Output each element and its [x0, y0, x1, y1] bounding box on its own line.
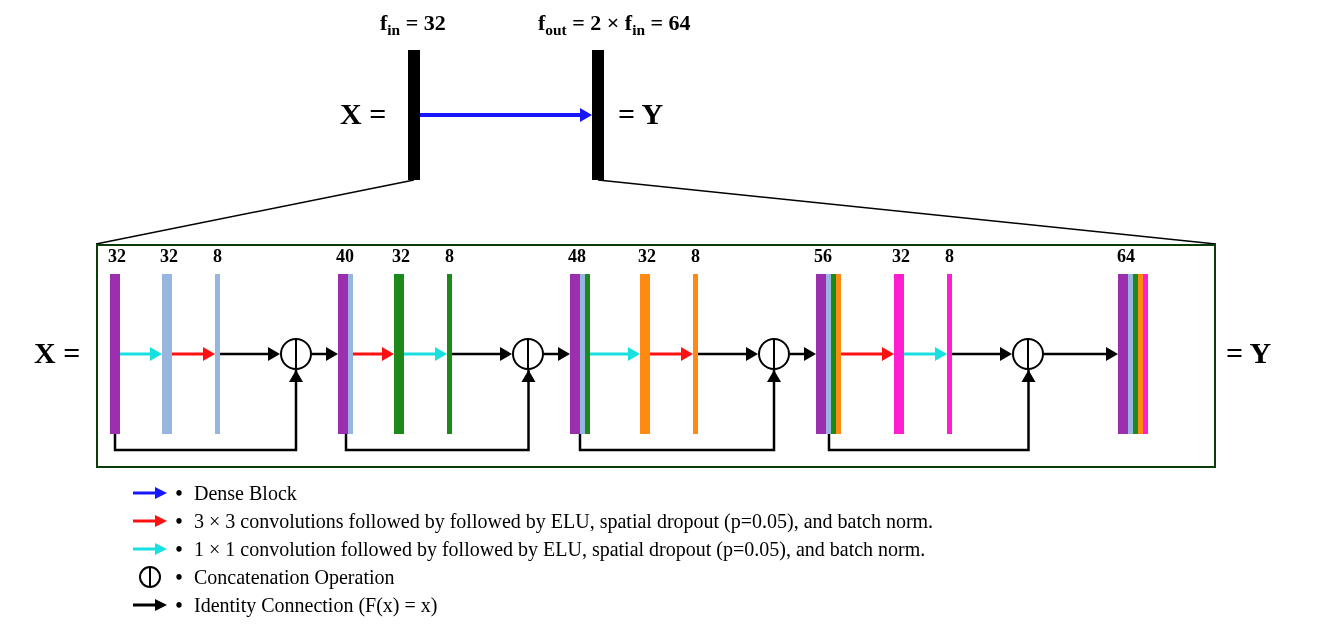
svg-line-3 [598, 180, 1216, 244]
svg-marker-31 [1021, 370, 1035, 382]
svg-marker-49 [155, 599, 167, 611]
svg-marker-39 [1106, 347, 1118, 361]
svg-marker-17 [521, 370, 535, 382]
svg-marker-37 [804, 347, 816, 361]
svg-marker-45 [155, 543, 167, 555]
svg-marker-24 [767, 370, 781, 382]
svg-marker-35 [558, 347, 570, 361]
svg-marker-41 [155, 487, 167, 499]
svg-line-2 [96, 180, 414, 244]
svg-marker-33 [326, 347, 338, 361]
svg-marker-10 [289, 370, 303, 382]
svg-marker-1 [580, 108, 592, 122]
svg-marker-43 [155, 515, 167, 527]
